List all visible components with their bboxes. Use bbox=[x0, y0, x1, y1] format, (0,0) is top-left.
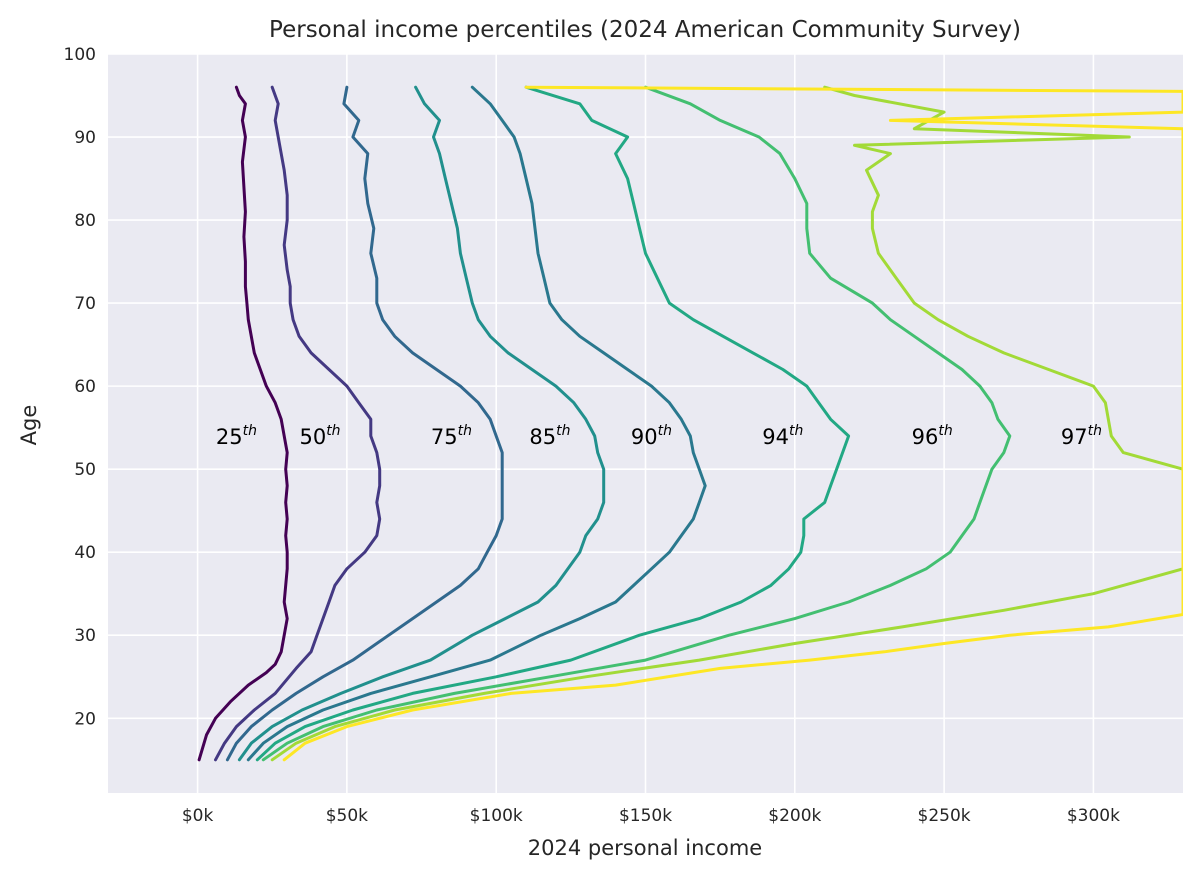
x-tick-label: $150k bbox=[619, 806, 672, 826]
series-line-96 bbox=[261, 85, 1012, 762]
y-tick-label: 40 bbox=[74, 543, 96, 563]
x-tick-label: $50k bbox=[326, 806, 368, 826]
series-line-94 bbox=[255, 85, 851, 762]
series-line-97 bbox=[270, 85, 1183, 762]
percentile-label-25: 25th bbox=[216, 423, 257, 449]
y-tick-labels: 20 30 40 50 60 70 80 90 100 bbox=[64, 45, 96, 729]
y-tick-label: 60 bbox=[74, 377, 96, 397]
series-line-25 bbox=[197, 85, 289, 762]
percentile-label-75: 75th bbox=[431, 423, 472, 449]
series-line-50 bbox=[214, 85, 382, 762]
y-tick-label: 90 bbox=[74, 128, 96, 148]
y-axis-label: Age bbox=[17, 405, 41, 446]
x-tick-label: $300k bbox=[1067, 806, 1120, 826]
x-axis-label: 2024 personal income bbox=[528, 836, 762, 860]
y-tick-label: 30 bbox=[74, 626, 96, 646]
y-tick-label: 80 bbox=[74, 211, 96, 231]
percentile-label-96: 96th bbox=[912, 423, 953, 449]
x-tick-label: $100k bbox=[470, 806, 523, 826]
percentile-label-90: 90th bbox=[631, 423, 672, 449]
series-line-85 bbox=[237, 85, 606, 762]
x-tick-labels: $0k $50k $100k $150k $200k $250k $300k bbox=[182, 806, 1120, 826]
x-tick-label: $200k bbox=[768, 806, 821, 826]
y-tick-label: 20 bbox=[74, 709, 96, 729]
chart-title: Personal income percentiles (2024 Americ… bbox=[269, 17, 1021, 43]
percentile-label-50: 50th bbox=[299, 423, 340, 449]
y-tick-label: 70 bbox=[74, 294, 96, 314]
percentile-label-85: 85th bbox=[529, 423, 570, 449]
series-line-75 bbox=[225, 85, 504, 762]
y-tick-label: 100 bbox=[64, 45, 96, 65]
curve-labels: 25th 50th 75th 85th 90th 94th 96th 97th bbox=[216, 423, 1102, 449]
percentile-label-94: 94th bbox=[762, 423, 803, 449]
y-tick-label: 50 bbox=[74, 460, 96, 480]
series-group bbox=[197, 85, 1183, 762]
percentile-label-97: 97th bbox=[1061, 423, 1102, 449]
x-tick-label: $0k bbox=[182, 806, 214, 826]
series-line-98 bbox=[282, 85, 1183, 762]
x-tick-label: $250k bbox=[918, 806, 971, 826]
series-line-90 bbox=[246, 85, 707, 762]
